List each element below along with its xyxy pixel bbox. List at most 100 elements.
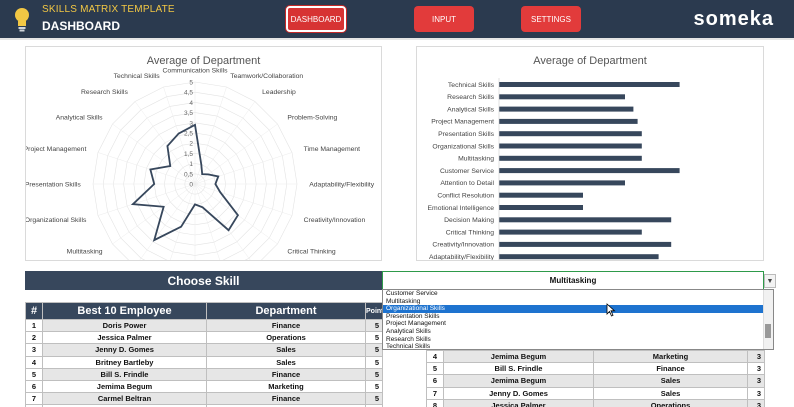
bar <box>499 254 659 260</box>
table-row[interactable]: 6 Jemima Begum Sales 3 <box>426 374 765 388</box>
dropdown-option[interactable]: Presentation Skills <box>386 312 440 320</box>
bar-chart-title: Average of Department <box>533 55 647 67</box>
dropdown-option[interactable]: Customer Service <box>386 290 438 297</box>
dropdown-arrow-icon[interactable]: ▼ <box>764 274 776 288</box>
radar-point <box>227 229 230 232</box>
radar-point <box>237 214 239 216</box>
department-cell: Sales <box>206 343 366 357</box>
lightbulb-icon <box>15 8 29 32</box>
table-row[interactable]: 7 Jenny D. Gomes Sales 3 <box>426 386 765 400</box>
rank-cell: 2 <box>25 331 43 345</box>
dropdown-option[interactable]: Project Management <box>386 320 446 328</box>
department-cell: Sales <box>593 386 748 400</box>
radar-point <box>149 168 152 171</box>
bar-category-label: Presentation Skills <box>438 131 495 138</box>
dropdown-option[interactable]: Technical Skills <box>386 343 431 350</box>
table-row[interactable]: 4 Jemima Begum Marketing 3 <box>426 349 765 364</box>
skill-dropdown-list[interactable]: Customer Service Multitasking Organization… <box>382 289 774 350</box>
bar-category-label: Creativity/Innovation <box>432 242 494 249</box>
dropdown-option[interactable]: Multitasking <box>386 297 421 305</box>
table-row[interactable]: 8 Jessica Palmer Operations 3 <box>426 398 765 407</box>
radar-spoke <box>194 152 293 185</box>
radar-point <box>169 165 172 167</box>
bar-category-label: Research Skills <box>447 94 494 101</box>
table-row[interactable]: 8Hayden TaylorFinance5 <box>25 404 383 407</box>
rank-cell: 8 <box>426 398 444 407</box>
radar-spoke <box>194 101 256 185</box>
table-row[interactable]: 7 Carmel Beltran Finance 5 <box>25 392 383 406</box>
bar-category-label: Emotional Intelligence <box>428 205 495 212</box>
col-header-department: Department <box>206 302 366 320</box>
table-row[interactable]: 4 Britney Bartleby Sales 5 <box>25 355 383 369</box>
radar-point <box>177 132 180 135</box>
radar-point <box>132 203 134 205</box>
nav-settings-button[interactable]: SETTINGS <box>521 6 581 32</box>
skill-select[interactable]: Multitasking <box>382 271 764 290</box>
bar <box>499 229 642 235</box>
radar-axis-label: Leadership <box>262 89 296 96</box>
department-cell: Finance <box>206 367 366 381</box>
radar-tick-label: 2,5 <box>184 131 193 138</box>
employee-cell: Jenny D. Gomes <box>443 386 594 400</box>
point-cell: 5 <box>365 379 383 394</box>
table-row[interactable]: 5 Bill S. Frindle Finance 5 <box>25 367 383 381</box>
dropdown-scrollbar[interactable] <box>763 290 773 349</box>
dropdown-option[interactable]: Analytical Skills <box>386 327 431 335</box>
radar-point <box>201 206 204 209</box>
point-cell: 3 <box>747 398 765 407</box>
nav-input-button[interactable]: INPUT <box>414 6 474 32</box>
brand-logo: someka <box>693 8 774 30</box>
employee-cell: Doris Power <box>42 318 207 333</box>
radar-point <box>162 205 165 208</box>
sheet-divider <box>0 38 794 40</box>
table-row[interactable]: 2 Jessica Palmer Operations 5 <box>25 331 383 345</box>
radar-point <box>166 145 169 147</box>
department-cell: Operations <box>593 398 748 407</box>
page-title: DASHBOARD <box>42 19 120 33</box>
radar-axis-label: Adaptability/Flexibility <box>309 182 375 189</box>
nav-dashboard-button[interactable]: DASHBOARD <box>286 6 346 32</box>
bar-chart-panel: Average of Department Technical Skills Re… <box>416 46 764 261</box>
bar <box>499 143 642 149</box>
radar-tick-label: 2 <box>189 141 193 148</box>
department-cell: Finance <box>593 362 748 376</box>
department-cell: Marketing <box>206 379 366 394</box>
col-header-number: # <box>25 302 43 320</box>
radar-axis-label: Organizational Skills <box>26 217 87 224</box>
radar-tick-label: 5 <box>189 80 193 87</box>
scrollbar-thumb[interactable] <box>765 324 771 338</box>
table-row[interactable]: 5 Bill S. Frindle Finance 3 <box>426 362 765 376</box>
table-row[interactable]: 1 Doris Power Finance 5 <box>25 318 383 333</box>
table-row[interactable]: 6 Jemima Begum Marketing 5 <box>25 379 383 394</box>
radar-grid-ring <box>113 102 277 260</box>
bar <box>499 192 583 198</box>
radar-spoke <box>163 86 196 185</box>
radar-grid-ring <box>92 81 298 260</box>
radar-tick-label: 0 <box>189 182 193 189</box>
radar-spoke <box>97 183 196 216</box>
point-cell: 5 <box>365 367 383 381</box>
radar-grid-ring <box>102 91 288 260</box>
best-employee-table: # Best 10 Employee Department Point 1 Dor… <box>25 302 383 407</box>
radar-point <box>180 225 182 228</box>
table-row[interactable]: 3 Jenny D. Gomes Sales 5 <box>25 343 383 357</box>
department-cell: Finance <box>206 392 366 406</box>
app-title: SKILLS MATRIX TEMPLATE <box>42 4 175 15</box>
bar <box>499 82 680 87</box>
dropdown-option[interactable]: Research Skills <box>386 335 431 343</box>
radar-axis-label: Technical Skills <box>114 73 161 80</box>
radar-point <box>153 183 155 185</box>
employee-cell: Britney Bartleby <box>42 355 207 369</box>
rank-cell: 6 <box>25 379 43 394</box>
radar-point <box>194 124 196 126</box>
radar-point <box>219 191 222 193</box>
radar-point <box>214 183 217 185</box>
radar-axis-label: Communication Skills <box>163 67 229 74</box>
rank-cell: 4 <box>426 349 444 364</box>
employee-cell: Jemima Begum <box>42 379 207 394</box>
dropdown-option[interactable]: Organizational Skills <box>383 305 773 313</box>
rank-cell: 4 <box>25 355 43 369</box>
department-cell: Sales <box>206 355 366 369</box>
employee-cell: Bill S. Frindle <box>443 362 594 376</box>
